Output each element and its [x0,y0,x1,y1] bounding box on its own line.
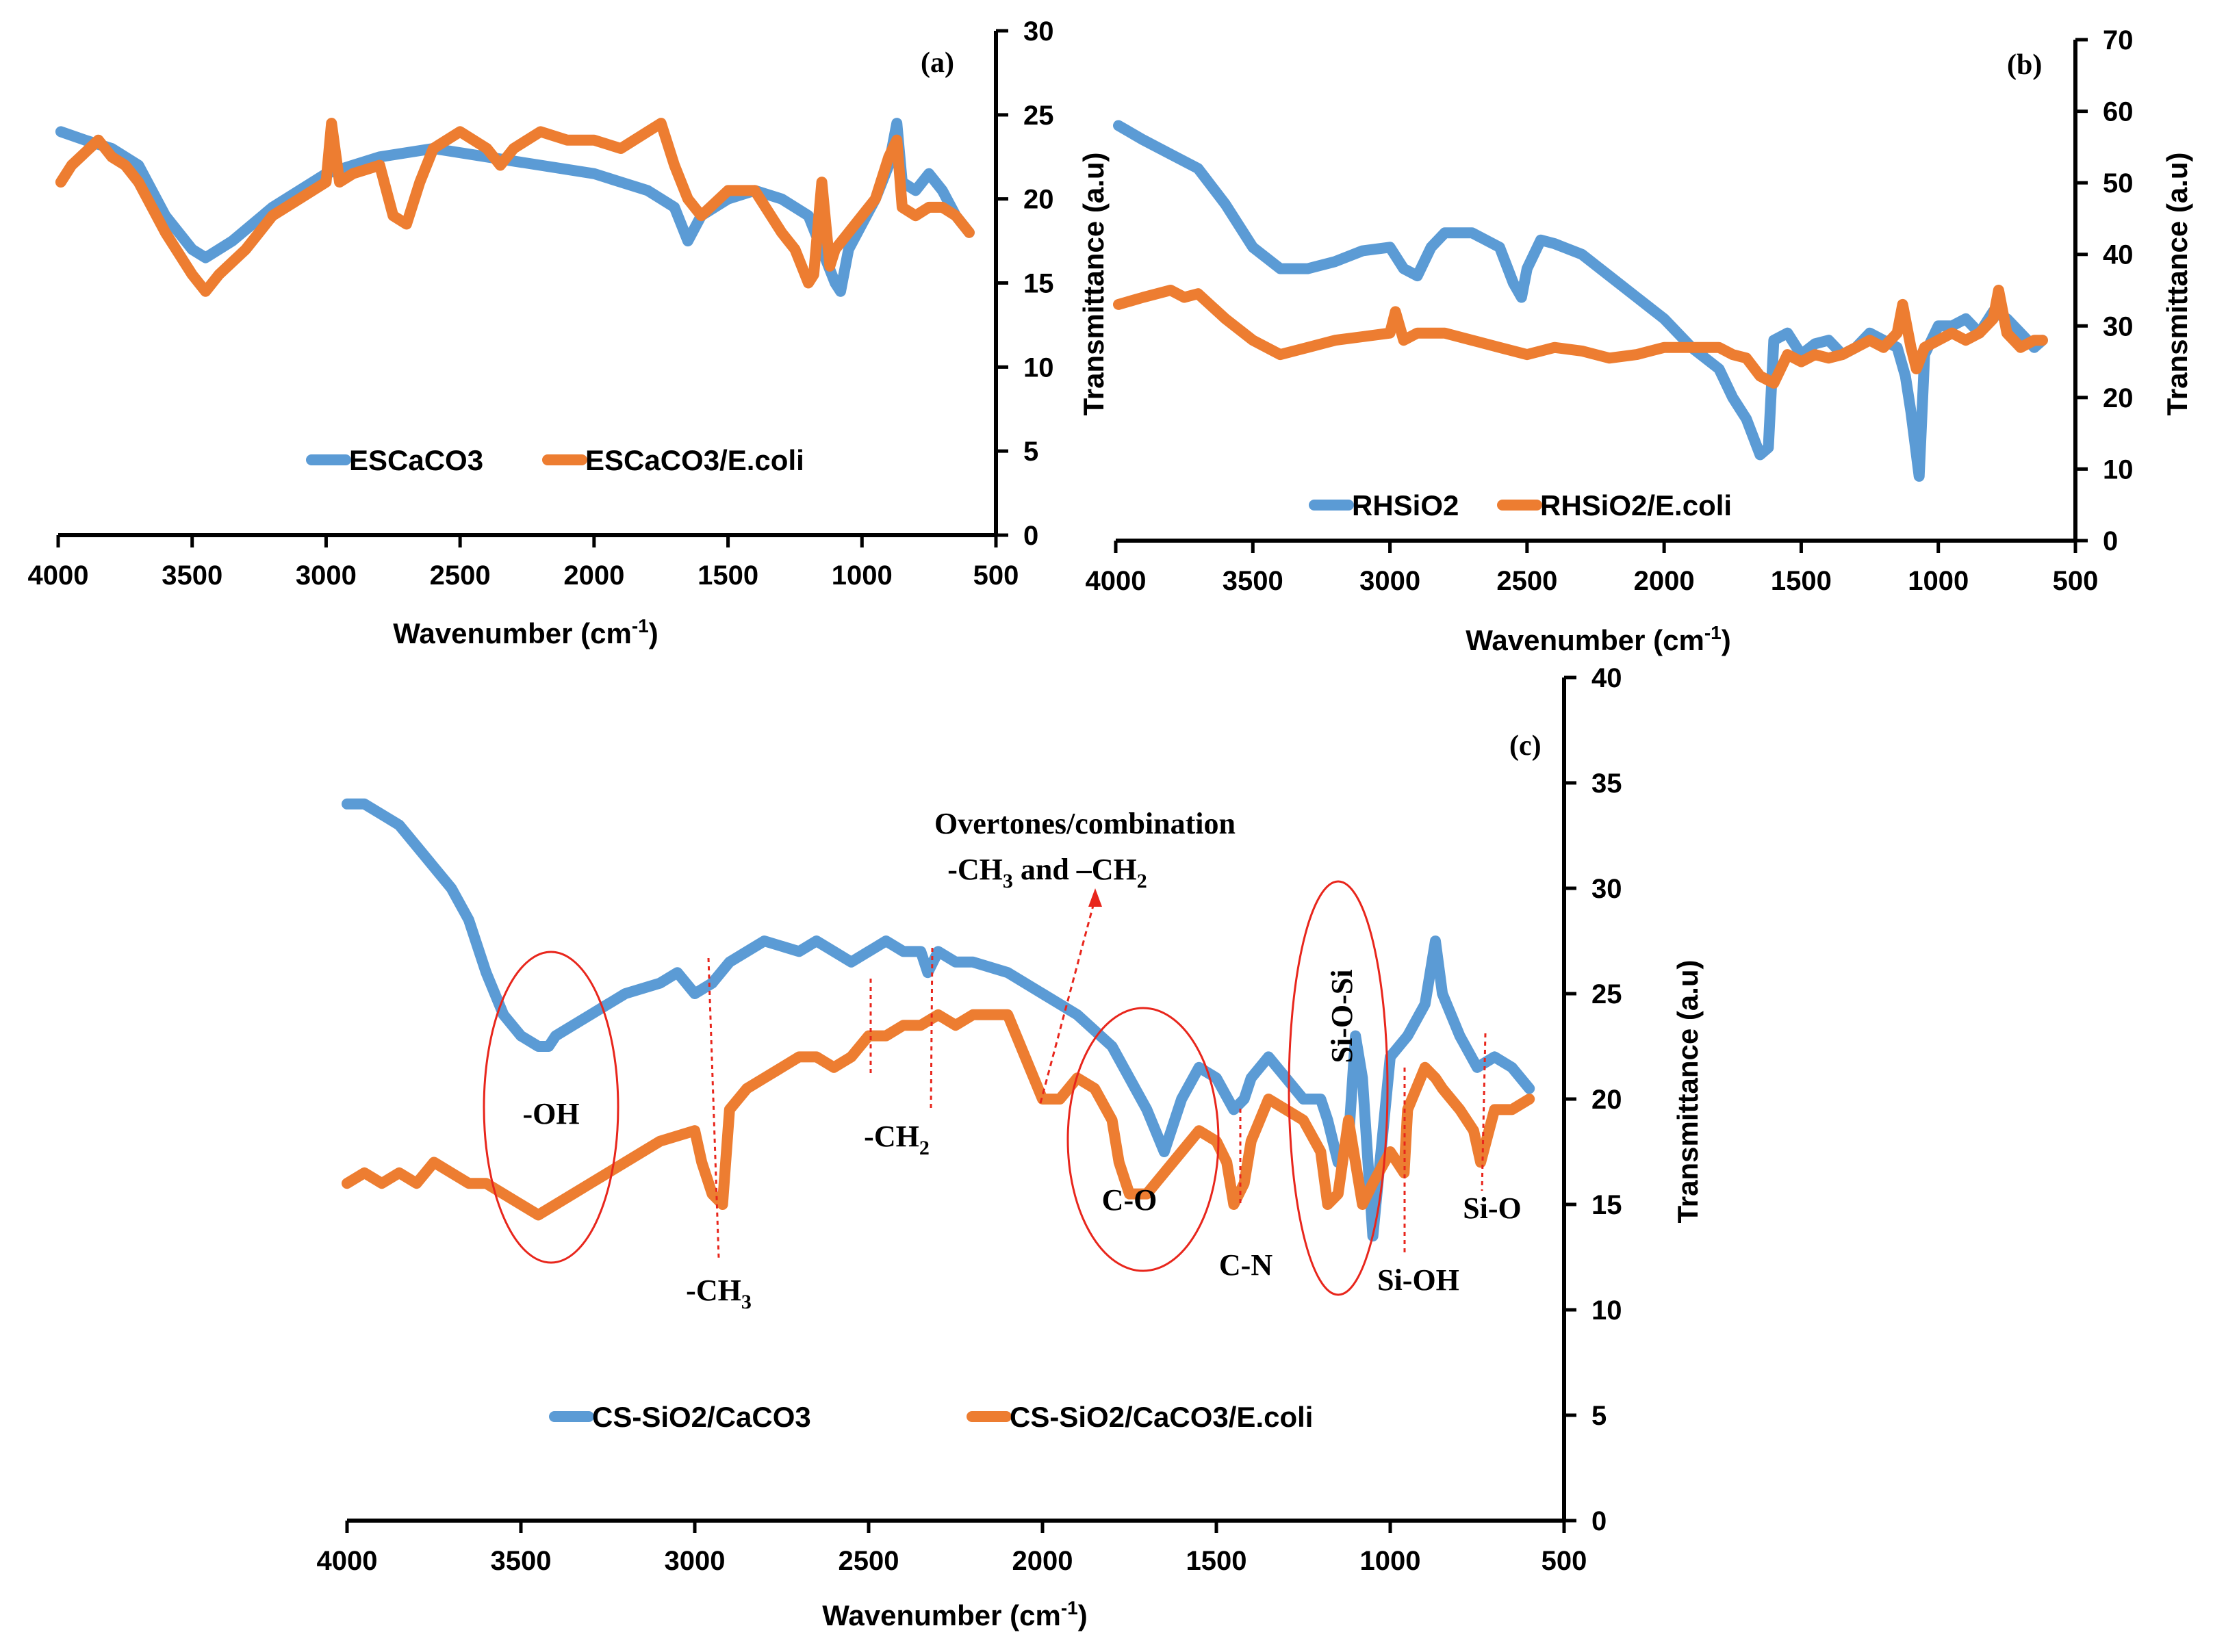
ellipse-oh [483,951,619,1264]
y-tick-label: 10 [2103,454,2134,485]
panel-label-b: (b) [2007,49,2042,81]
annot-sioh: Si-OH [1377,1263,1459,1297]
legend-label: CS-SiO2/CaCO3 [592,1401,811,1433]
legend-label: ESCaCO3/E.coli [585,444,804,476]
y-tick-label: 30 [2103,311,2134,341]
y-tick-label: 70 [2103,25,2134,55]
x-tick-label: 1000 [1360,1546,1421,1576]
x-tick-label: 2500 [839,1546,899,1576]
x-axis-title-c: Wavenumber (cm-1) [822,1597,1087,1631]
x-tick-label: 2000 [1012,1546,1073,1576]
annot-siosi: Si-O-Si [1325,970,1359,1063]
dash-ch2-b [930,947,934,1109]
dash-ch3 [707,957,720,1259]
y-tick-label: 20 [2103,383,2134,413]
ellipse-siosi [1288,880,1389,1296]
series-line-cs-sio2-caco3-e-coli [342,1009,1535,1221]
x-tick-label: 3000 [1359,566,1420,596]
x-tick-label: 1500 [698,560,758,591]
annotations-c: -OH -CH3 -CH2 Overtones/combination -CH3… [483,807,1522,1313]
series-line-rhsio2 [1113,120,2048,482]
y-tick-label: 25 [1591,979,1622,1009]
y-tick-label: 0 [1591,1506,1607,1536]
legend-label: ESCaCO3 [349,444,483,476]
x-tick-label: 2000 [1634,566,1695,596]
y-tick-label: 25 [1023,101,1054,131]
annot-sio: Si-O [1463,1191,1522,1225]
x-tick-label: 1500 [1186,1546,1247,1576]
x-tick-label: 3500 [491,1546,552,1576]
y-tick-label: 0 [2103,526,2118,556]
series-line-escaco3-e-coli [55,118,975,297]
y-tick-label: 30 [1591,874,1622,904]
x-tick-label: 500 [973,560,1019,591]
y-tick-label: 20 [1591,1085,1622,1115]
y-tick-label: 10 [1591,1295,1622,1326]
y-tick-label: 40 [2103,240,2134,270]
x-tick-label: 500 [2053,566,2099,596]
annot-ch2: -CH2 [864,1120,930,1159]
panel-label-c: (c) [1509,730,1542,762]
x-tick-label: 2000 [563,560,624,591]
legend-label: RHSiO2/E.coli [1540,489,1732,521]
ellipse-co [1066,1007,1220,1272]
panel-label-a: (a) [921,47,954,79]
y-tick-label: 5 [1023,437,1038,467]
y-tick-label: 50 [2103,168,2134,198]
series-line-cs-sio2-caco3 [342,798,1535,1242]
x-axis-title-a: Wavenumber (cm-1) [393,615,658,649]
y-axis-title-b-left: Transmittance (a.u) [1077,152,1110,415]
annot-ch3: -CH3 [686,1274,752,1313]
x-tick-label: 3000 [665,1546,726,1576]
x-tick-label: 4000 [28,560,89,591]
y-tick-label: 0 [1023,521,1038,551]
arrow-overtones [1039,897,1097,1104]
dash-sio [1481,1033,1487,1191]
x-tick-label: 2500 [1496,566,1557,596]
y-tick-label: 60 [2103,97,2134,127]
y-tick-label: 40 [1591,663,1622,693]
annot-oh: -OH [522,1097,579,1131]
y-tick-label: 10 [1023,352,1054,383]
y-tick-label: 15 [1023,269,1054,299]
x-tick-label: 4000 [317,1546,378,1576]
y-tick-label: 15 [1591,1190,1622,1220]
legend-label: RHSiO2 [1352,489,1459,521]
series-line-escaco3 [55,118,975,297]
x-tick-label: 3500 [1223,566,1283,596]
x-tick-label: 1000 [1908,566,1969,596]
x-tick-label: 500 [1542,1546,1587,1576]
legend-label: CS-SiO2/CaCO3/E.coli [1010,1401,1313,1433]
annot-overtones-line1: Overtones/combination [934,807,1236,840]
arrow-overtones-head [1088,888,1102,907]
y-tick-label: 20 [1023,185,1054,215]
annot-co: C-O [1102,1183,1157,1217]
y-axis-title-c: Transmittance (a.u) [1672,959,1704,1223]
series-line-rhsio2-e-coli [1113,285,2048,389]
x-tick-label: 4000 [1086,566,1147,596]
y-tick-label: 30 [1023,16,1054,47]
annot-cn: C-N [1219,1248,1272,1282]
x-tick-label: 1500 [1771,566,1832,596]
x-tick-label: 1000 [832,560,893,591]
y-tick-label: 5 [1591,1401,1607,1431]
x-tick-label: 3000 [296,560,357,591]
x-axis-title-b: Wavenumber (cm-1) [1466,622,1730,656]
x-tick-label: 3500 [162,560,222,591]
x-tick-label: 2500 [430,560,491,591]
y-tick-label: 35 [1591,769,1622,799]
y-axis-title-b-right: Transmittance (a.u) [2161,152,2193,415]
annot-overtones-line2: -CH3 and –CH2 [947,853,1147,892]
